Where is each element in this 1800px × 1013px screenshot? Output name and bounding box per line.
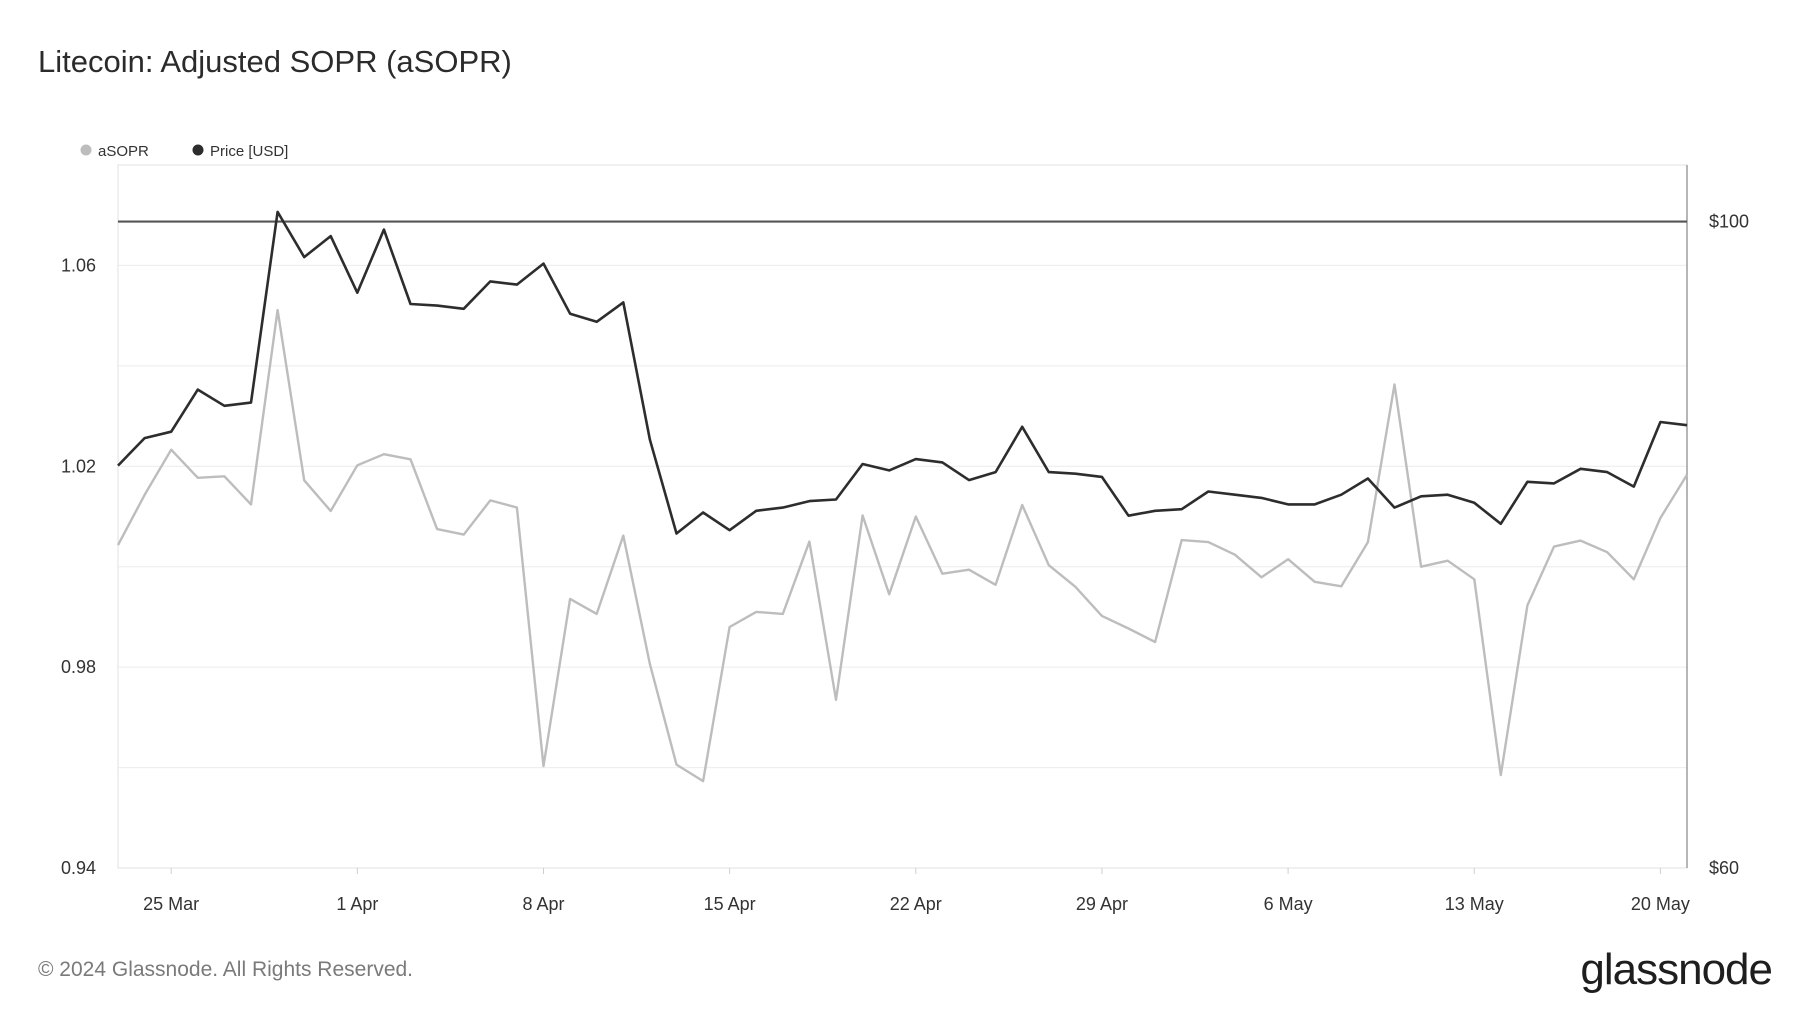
right-axis-ticks: $60 $100 — [1709, 212, 1749, 878]
x-tick-label: 25 Mar — [143, 894, 199, 914]
x-axis-ticks: 25 Mar 1 Apr 8 Apr 15 Apr 22 Apr 29 Apr 6 May 1… — [143, 868, 1690, 914]
right-tick-label: $60 — [1709, 858, 1739, 878]
legend-marker — [80, 144, 92, 156]
glassnode-logo: glassnode — [1580, 945, 1773, 994]
right-tick-label: $100 — [1709, 212, 1749, 232]
x-tick-label: 8 Apr — [522, 894, 564, 914]
x-tick-label: 15 Apr — [704, 894, 756, 914]
legend: aSOPR Price [USD] — [80, 143, 288, 160]
left-axis-ticks: 0.94 0.98 1.02 1.06 — [61, 255, 96, 878]
chart-title: Litecoin: Adjusted SOPR (aSOPR) — [38, 44, 512, 79]
legend-label: aSOPR — [98, 143, 149, 160]
copyright-text: © 2024 Glassnode. All Rights Reserved. — [38, 958, 414, 981]
grid-lines — [118, 264, 1687, 869]
left-tick-label: 1.06 — [61, 255, 96, 275]
x-tick-label: 6 May — [1264, 894, 1313, 914]
x-tick-label: 13 May — [1445, 894, 1504, 914]
x-tick-label: 22 Apr — [890, 894, 942, 914]
left-tick-label: 1.02 — [61, 456, 96, 476]
x-tick-label: 29 Apr — [1076, 894, 1128, 914]
left-tick-label: 0.94 — [61, 858, 96, 878]
legend-label: Price [USD] — [210, 143, 288, 160]
x-tick-label: 1 Apr — [336, 894, 378, 914]
left-tick-label: 0.98 — [61, 657, 96, 677]
legend-marker — [192, 144, 204, 156]
asopr-series-line — [116, 308, 1689, 783]
price-series-line — [117, 210, 1688, 535]
plot-frame — [117, 164, 1688, 869]
series-layer — [116, 210, 1689, 783]
x-tick-label: 20 May — [1631, 894, 1690, 914]
chart: 0.94 0.98 1.02 1.06 $60 $100 25 Mar 1 Apr 8 Ap… — [61, 143, 1749, 914]
